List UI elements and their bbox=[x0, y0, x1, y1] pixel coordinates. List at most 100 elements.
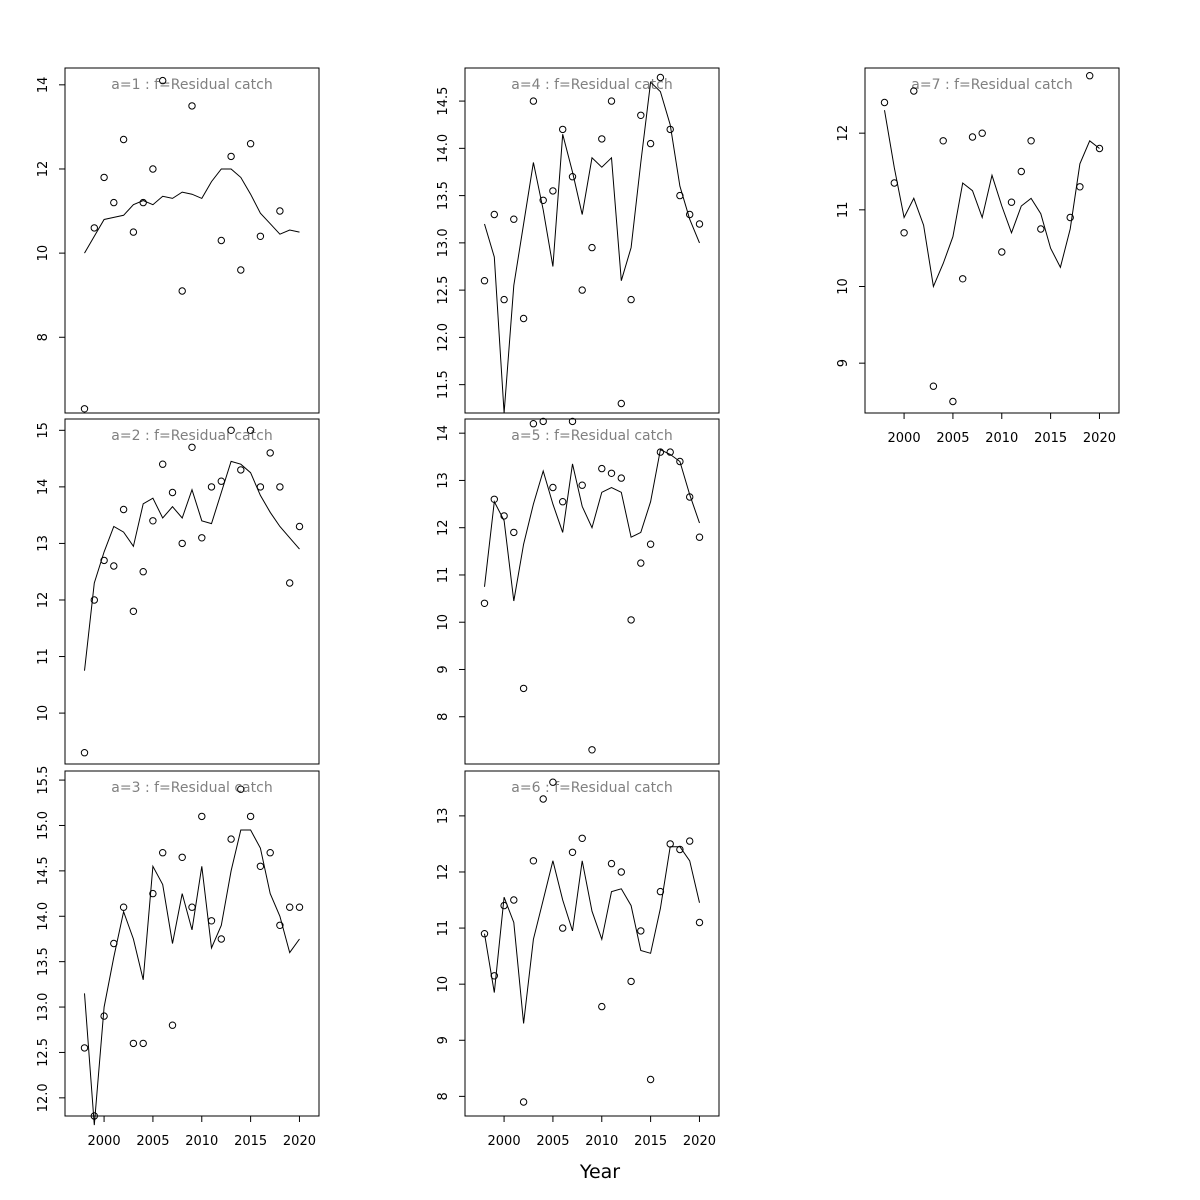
y-tick-label: 11 bbox=[436, 920, 451, 937]
data-point bbox=[149, 517, 157, 525]
data-point bbox=[539, 196, 547, 205]
data-point bbox=[607, 97, 616, 105]
data-point bbox=[110, 562, 118, 570]
data-point bbox=[1095, 144, 1104, 153]
data-point bbox=[217, 935, 226, 943]
data-point bbox=[968, 133, 977, 141]
data-point bbox=[500, 512, 508, 520]
panel-a7: a=7 : f=Residual catch 9 10 11 12 2000 2005 201… bbox=[836, 67, 1120, 446]
data-point bbox=[666, 840, 674, 848]
y-tick-label: 9 bbox=[836, 359, 851, 367]
data-point bbox=[198, 812, 206, 821]
y-tick-label: 9 bbox=[436, 665, 451, 673]
x-tick-label: 2015 bbox=[634, 1134, 667, 1149]
data-point bbox=[1076, 183, 1084, 191]
y-tick-label: 12 bbox=[836, 125, 851, 142]
data-point bbox=[539, 795, 547, 803]
data-point bbox=[646, 1075, 655, 1084]
data-point bbox=[1007, 198, 1016, 206]
data-point bbox=[110, 939, 118, 948]
y-tick-label: 11.5 bbox=[436, 370, 451, 399]
panel-a4: a=4 : f=Residual catch 11.5 12.0 12.5 13.0 13… bbox=[436, 67, 720, 414]
fitted-line bbox=[84, 168, 300, 254]
y-tick-label: 15.5 bbox=[36, 766, 51, 795]
data-point bbox=[578, 286, 586, 294]
x-tick-label: 2015 bbox=[234, 1134, 267, 1149]
y-tick-label: 12.0 bbox=[36, 1083, 51, 1112]
y-tick-label: 12.5 bbox=[36, 1038, 51, 1067]
data-point bbox=[256, 483, 265, 491]
y-tick-label: 13.5 bbox=[36, 947, 51, 976]
data-point bbox=[490, 210, 498, 219]
data-point bbox=[295, 522, 304, 531]
data-point bbox=[256, 862, 265, 870]
data-point bbox=[627, 977, 635, 986]
data-point bbox=[1037, 225, 1045, 233]
data-point bbox=[129, 1039, 138, 1048]
panel-a6: a=6 : f=Residual catch 8 9 10 11 12 13 2000 2005… bbox=[436, 770, 720, 1149]
data-point bbox=[598, 1002, 606, 1011]
data-point bbox=[246, 812, 255, 821]
plot-frame bbox=[464, 770, 720, 1117]
data-point bbox=[607, 859, 616, 868]
data-point bbox=[929, 382, 938, 390]
data-point bbox=[80, 405, 89, 413]
data-point bbox=[529, 857, 538, 865]
data-point bbox=[627, 616, 635, 624]
data-point bbox=[188, 443, 196, 451]
y-tick-label: 13.0 bbox=[36, 993, 51, 1022]
data-point bbox=[90, 596, 99, 604]
x-tick-label: 2020 bbox=[683, 1134, 716, 1149]
y-tick-label: 15 bbox=[36, 422, 51, 439]
data-point bbox=[559, 924, 567, 932]
y-tick-label: 12 bbox=[436, 519, 451, 536]
y-tick-label: 10 bbox=[436, 976, 451, 993]
data-point bbox=[646, 540, 655, 548]
y-tick-label: 13 bbox=[436, 472, 451, 489]
data-point bbox=[276, 921, 284, 929]
plot-frame bbox=[64, 67, 320, 414]
data-point bbox=[178, 853, 186, 861]
data-point bbox=[480, 599, 489, 607]
data-point bbox=[119, 135, 128, 144]
y-tick-label: 14.5 bbox=[36, 856, 51, 885]
x-tick-label: 2010 bbox=[985, 431, 1018, 446]
data-point bbox=[159, 76, 167, 85]
x-tick-label: 2000 bbox=[88, 1134, 121, 1149]
data-point bbox=[617, 399, 625, 408]
x-tick-label: 2005 bbox=[536, 1134, 569, 1149]
y-tick-label: 11 bbox=[436, 567, 451, 584]
y-tick-label: 11 bbox=[836, 202, 851, 219]
data-point bbox=[1017, 167, 1025, 176]
data-point bbox=[159, 849, 167, 857]
y-tick-label: 8 bbox=[36, 333, 51, 341]
x-tick-label: 2005 bbox=[936, 431, 969, 446]
y-tick-label: 8 bbox=[436, 1092, 451, 1100]
plot-frame bbox=[64, 770, 320, 1117]
data-point bbox=[100, 1012, 108, 1020]
data-point bbox=[880, 98, 889, 107]
data-point bbox=[500, 295, 508, 304]
fitted-line bbox=[84, 460, 300, 671]
data-point bbox=[1066, 213, 1074, 222]
data-point bbox=[656, 887, 665, 896]
data-point bbox=[617, 868, 625, 876]
plot-frame bbox=[464, 67, 720, 414]
data-point bbox=[539, 417, 547, 426]
data-point bbox=[598, 135, 606, 143]
data-point bbox=[900, 229, 908, 237]
y-tick-label: 10 bbox=[436, 614, 451, 631]
data-point bbox=[695, 918, 704, 927]
data-point bbox=[100, 556, 108, 565]
data-point bbox=[695, 220, 704, 228]
data-point bbox=[178, 287, 186, 295]
y-tick-label: 12.5 bbox=[436, 276, 451, 305]
y-tick-label: 12 bbox=[436, 864, 451, 881]
data-point bbox=[656, 448, 665, 456]
panel-title: a=7 : f=Residual catch bbox=[911, 77, 1072, 93]
y-tick-label: 14 bbox=[436, 425, 451, 442]
data-point bbox=[676, 191, 684, 200]
data-point bbox=[510, 896, 518, 904]
data-point bbox=[168, 1021, 177, 1029]
y-tick-label: 14 bbox=[36, 479, 51, 496]
